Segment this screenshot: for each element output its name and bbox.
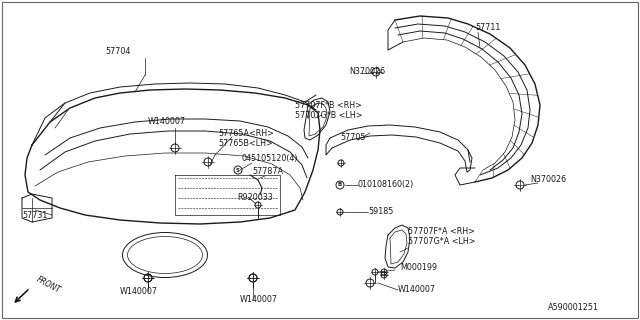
Text: 57705: 57705: [340, 133, 365, 142]
Text: 010108160(2): 010108160(2): [358, 180, 414, 189]
Text: 57704: 57704: [105, 47, 131, 57]
Text: 57765B<LH>: 57765B<LH>: [218, 139, 273, 148]
Text: FRONT: FRONT: [35, 275, 62, 295]
Text: B: B: [338, 182, 342, 188]
Text: W140007: W140007: [120, 286, 158, 295]
Text: W140007: W140007: [148, 117, 186, 126]
Text: S: S: [236, 167, 240, 172]
Text: R920033: R920033: [237, 193, 273, 202]
Text: N370026: N370026: [349, 68, 385, 76]
Text: A590001251: A590001251: [548, 302, 599, 311]
Text: 57787A: 57787A: [252, 167, 283, 177]
Text: 57707G*A <LH>: 57707G*A <LH>: [408, 237, 476, 246]
Text: N370026: N370026: [530, 175, 566, 185]
Text: 57711: 57711: [475, 23, 500, 33]
Text: 57765A<RH>: 57765A<RH>: [218, 129, 274, 138]
Text: 57707F*B <RH>: 57707F*B <RH>: [295, 100, 362, 109]
Text: 57707G*B <LH>: 57707G*B <LH>: [295, 110, 362, 119]
Text: M000199: M000199: [400, 263, 437, 273]
Text: 59185: 59185: [368, 207, 394, 217]
Text: 57731: 57731: [22, 211, 47, 220]
Text: 045105120(4): 045105120(4): [242, 154, 298, 163]
Text: 57707F*A <RH>: 57707F*A <RH>: [408, 228, 475, 236]
Text: W140007: W140007: [240, 294, 278, 303]
Text: W140007: W140007: [398, 285, 436, 294]
